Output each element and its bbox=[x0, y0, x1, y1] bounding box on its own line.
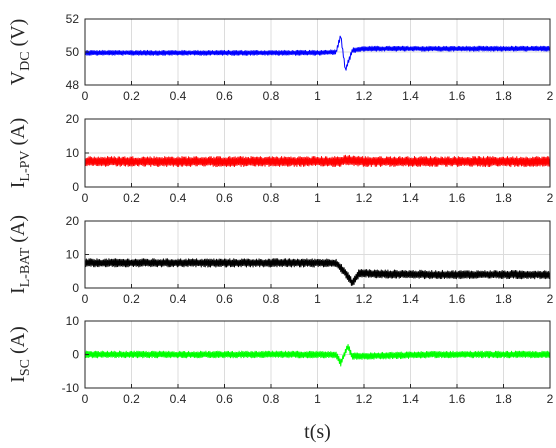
series-line-panel-1 bbox=[84, 35, 551, 71]
x-tick-label: 1.8 bbox=[495, 191, 512, 205]
x-tick-label: 0.6 bbox=[216, 292, 233, 306]
x-tick-label: 2 bbox=[547, 191, 554, 205]
x-tick-label: 0.2 bbox=[123, 392, 140, 406]
x-tick-label: 2 bbox=[547, 89, 554, 103]
x-tick-label: 2 bbox=[547, 292, 554, 306]
x-tick-label: 1.2 bbox=[356, 292, 373, 306]
x-tick-label: 0.8 bbox=[263, 191, 280, 205]
x-tick-label: 0.8 bbox=[263, 292, 280, 306]
y-axis-label: VDC (V) bbox=[7, 19, 33, 86]
y-tick-label: 52 bbox=[66, 12, 80, 26]
x-tick-label: 1.2 bbox=[356, 89, 373, 103]
x-tick-label: 0.4 bbox=[170, 89, 187, 103]
x-tick-label: 1.8 bbox=[495, 292, 512, 306]
y-tick-label: 0 bbox=[72, 281, 79, 295]
x-tick-label: 0.2 bbox=[123, 89, 140, 103]
y-tick-label: 20 bbox=[66, 112, 80, 126]
x-tick-label: 1.6 bbox=[449, 89, 466, 103]
x-tick-label: 1.4 bbox=[402, 89, 419, 103]
x-tick-label: 0.4 bbox=[170, 292, 187, 306]
x-tick-label: 2 bbox=[547, 392, 554, 406]
x-tick-label: 1 bbox=[314, 292, 321, 306]
x-tick-label: 1 bbox=[314, 392, 321, 406]
y-axis-label: IL-PV (A) bbox=[7, 118, 33, 189]
x-tick-label: 1.6 bbox=[449, 392, 466, 406]
y-tick-label: 0 bbox=[72, 348, 79, 362]
x-tick-label: 1.4 bbox=[402, 191, 419, 205]
series-line-panel-3 bbox=[84, 258, 551, 286]
x-tick-label: 1 bbox=[314, 191, 321, 205]
x-tick-label: 0.6 bbox=[216, 191, 233, 205]
x-tick-label: 1.2 bbox=[356, 191, 373, 205]
y-tick-label: 48 bbox=[66, 78, 80, 92]
x-tick-label: 1.6 bbox=[449, 292, 466, 306]
y-tick-label: 50 bbox=[66, 45, 80, 59]
y-axis-label: IL-BAT (A) bbox=[7, 215, 33, 294]
x-tick-label: 0.6 bbox=[216, 89, 233, 103]
x-tick-label: 0 bbox=[82, 191, 89, 205]
x-tick-label: 1.6 bbox=[449, 191, 466, 205]
x-tick-label: 0.8 bbox=[263, 89, 280, 103]
panel-1: 0 0.2 0.4 0.6 0.8 1 1.2 1.4 1.6 1.8 2 48 50 52 VDC (V) bbox=[7, 12, 554, 103]
x-tick-label: 0.2 bbox=[123, 191, 140, 205]
x-tick-label: 0.4 bbox=[170, 392, 187, 406]
x-tick-label: 0.4 bbox=[170, 191, 187, 205]
series-line-panel-2 bbox=[84, 154, 551, 168]
x-tick-label: 1.2 bbox=[356, 392, 373, 406]
x-tick-label: 1.4 bbox=[402, 392, 419, 406]
x-tick-label: 0.6 bbox=[216, 392, 233, 406]
y-axis-label: ISC (A) bbox=[7, 326, 33, 383]
x-axis-label: t(s) bbox=[304, 421, 331, 443]
y-tick-label: 10 bbox=[66, 146, 80, 160]
series-line-panel-4 bbox=[84, 343, 551, 367]
x-tick-label: 0.2 bbox=[123, 292, 140, 306]
x-tick-label: 1.4 bbox=[402, 292, 419, 306]
x-tick-label: 1.8 bbox=[495, 392, 512, 406]
y-tick-label: 0 bbox=[72, 180, 79, 194]
y-tick-label: -10 bbox=[62, 381, 80, 395]
y-tick-label: 20 bbox=[66, 214, 80, 228]
x-tick-label: 0 bbox=[82, 89, 89, 103]
y-tick-label: 10 bbox=[66, 314, 80, 328]
x-tick-label: 0.8 bbox=[263, 392, 280, 406]
x-tick-label: 1.8 bbox=[495, 89, 512, 103]
x-tick-label: 0 bbox=[82, 292, 89, 306]
x-tick-label: 1 bbox=[314, 89, 321, 103]
x-tick-label: 0 bbox=[82, 392, 89, 406]
y-tick-label: 10 bbox=[66, 248, 80, 262]
